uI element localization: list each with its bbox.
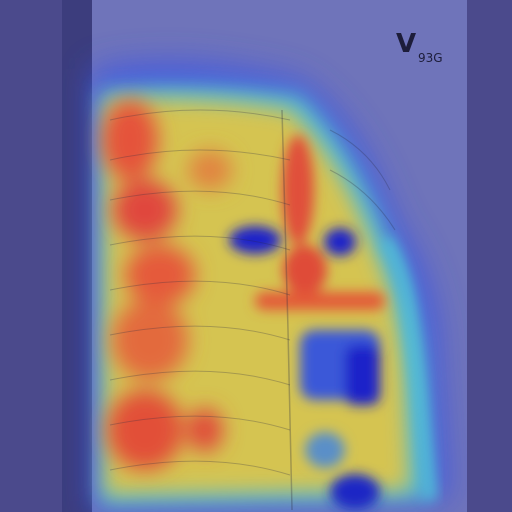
heatmap-hot-central-streak <box>255 135 385 310</box>
film-shadow-left <box>62 0 92 512</box>
image-frame-right <box>467 0 512 512</box>
marker-glyph: V <box>396 29 416 59</box>
heatmap-right-edge <box>379 236 437 501</box>
heatmap-cold-pockets <box>229 226 380 510</box>
rib-lines <box>109 109 396 476</box>
marker-text: 93G <box>418 51 443 65</box>
heatmap-hot-left-column <box>102 100 232 470</box>
film-marker: V 93G <box>396 29 443 65</box>
spine-outline <box>281 109 293 511</box>
